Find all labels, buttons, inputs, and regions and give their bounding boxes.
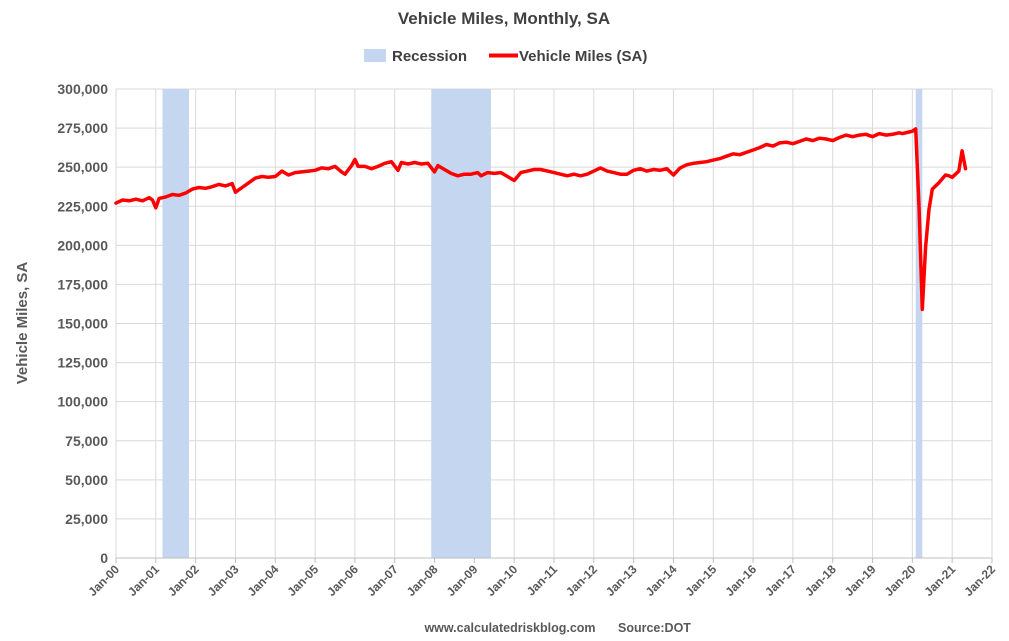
x-tick-label: Jan-17 (762, 562, 799, 599)
y-tick-label: 25,000 (65, 511, 108, 527)
legend-swatch-recession (364, 49, 386, 62)
y-tick-label: 75,000 (65, 433, 108, 449)
y-tick-label: 125,000 (57, 355, 108, 371)
x-tick-label: Jan-20 (882, 562, 919, 599)
legend-label-vehicle-miles: Vehicle Miles (SA) (519, 48, 647, 65)
x-tick-label: Jan-13 (603, 562, 640, 599)
y-tick-label: 150,000 (57, 316, 108, 332)
y-tick-label: 275,000 (57, 120, 108, 136)
chart-title: Vehicle Miles, Monthly, SA (398, 9, 610, 28)
title-area: Vehicle Miles, Monthly, SA (398, 9, 610, 28)
x-tick-label: Jan-12 (563, 562, 600, 599)
footer-source: Source:DOT (618, 621, 691, 635)
y-tick-label: 250,000 (57, 159, 108, 175)
x-tick-label: Jan-21 (922, 562, 959, 599)
recession-band (431, 89, 491, 558)
y-tick-label: 175,000 (57, 276, 108, 292)
x-tick-label: Jan-06 (324, 562, 361, 599)
x-tick-label: Jan-15 (683, 562, 720, 599)
x-tick-label: Jan-07 (364, 562, 401, 599)
x-tick-label: Jan-10 (484, 562, 521, 599)
x-tick-label: Jan-18 (802, 562, 839, 599)
x-tick-label: Jan-03 (205, 562, 242, 599)
recession-band (162, 89, 189, 558)
y-axis-title: Vehicle Miles, SA (14, 262, 31, 385)
footer-website: www.calculatedriskblog.com (423, 621, 595, 635)
series-line-vehicle-miles (114, 127, 968, 312)
x-tick-label: Jan-16 (722, 562, 759, 599)
x-tick-label: Jan-05 (284, 562, 321, 599)
recession-band (915, 89, 923, 558)
x-tick-label: Jan-09 (444, 562, 481, 599)
x-tick-label: Jan-08 (404, 562, 441, 599)
y-tick-label: 225,000 (57, 198, 108, 214)
y-tick-label: 300,000 (57, 81, 108, 97)
y-tick-label: 200,000 (57, 237, 108, 253)
x-tick-label: Jan-00 (85, 562, 122, 599)
x-tick-label: Jan-02 (165, 562, 202, 599)
legend-label-recession: Recession (392, 48, 467, 65)
x-tick-label: Jan-11 (524, 562, 561, 599)
x-tick-label: Jan-01 (125, 562, 162, 599)
y-tick-label: 100,000 (57, 394, 108, 410)
y-tick-label: 0 (100, 550, 108, 566)
legend: Recession Vehicle Miles (SA) (364, 48, 647, 65)
x-tick-label: Jan-04 (245, 562, 282, 599)
x-tick-label: Jan-19 (842, 562, 879, 599)
plot-area: 0 25,000 50,000 75,000 100,000 125,000 150,000… (57, 81, 998, 599)
footer: www.calculatedriskblog.com Source:DOT (423, 621, 691, 635)
x-tick-label: Jan-22 (961, 562, 998, 599)
x-tick-label: Jan-14 (643, 562, 680, 599)
y-tick-label: 50,000 (65, 472, 108, 488)
